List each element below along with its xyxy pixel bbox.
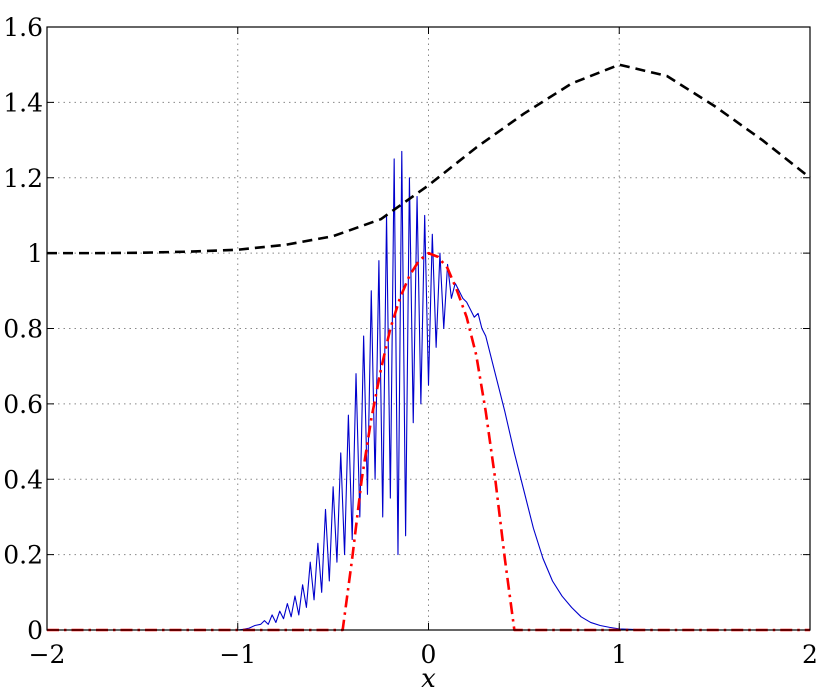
- y-tick-label: 0: [27, 616, 43, 645]
- series-line-dashdot: [47, 251, 810, 632]
- y-tick-label: 1.6: [3, 13, 43, 42]
- y-tick-label: 0.6: [3, 390, 43, 419]
- y-tick-label: 1.4: [3, 88, 43, 117]
- y-tick-label: 1.2: [3, 164, 43, 193]
- tick-labels: −2 −1 0 1 2 0 0.2 0.4 0.6 0.8 1 1.2 1.4 1.6: [3, 13, 818, 669]
- x-tick-label: −1: [219, 640, 256, 669]
- x-tick-label: −2: [29, 640, 66, 669]
- y-tick-label: 0.4: [3, 465, 43, 494]
- y-tick-label: 0.8: [3, 315, 43, 344]
- series-line-solid: [47, 150, 810, 631]
- series-group: [47, 63, 811, 632]
- grid: [47, 27, 810, 630]
- x-tick-label: 2: [802, 640, 818, 669]
- x-tick-label: 1: [611, 640, 627, 669]
- series-line-dashed: [47, 63, 811, 255]
- x-axis-label: x: [421, 664, 436, 694]
- ticks: [46, 26, 811, 631]
- x-tick-label: 0: [421, 640, 437, 669]
- y-tick-label: 0.2: [3, 541, 43, 570]
- y-tick-label: 1: [27, 239, 43, 268]
